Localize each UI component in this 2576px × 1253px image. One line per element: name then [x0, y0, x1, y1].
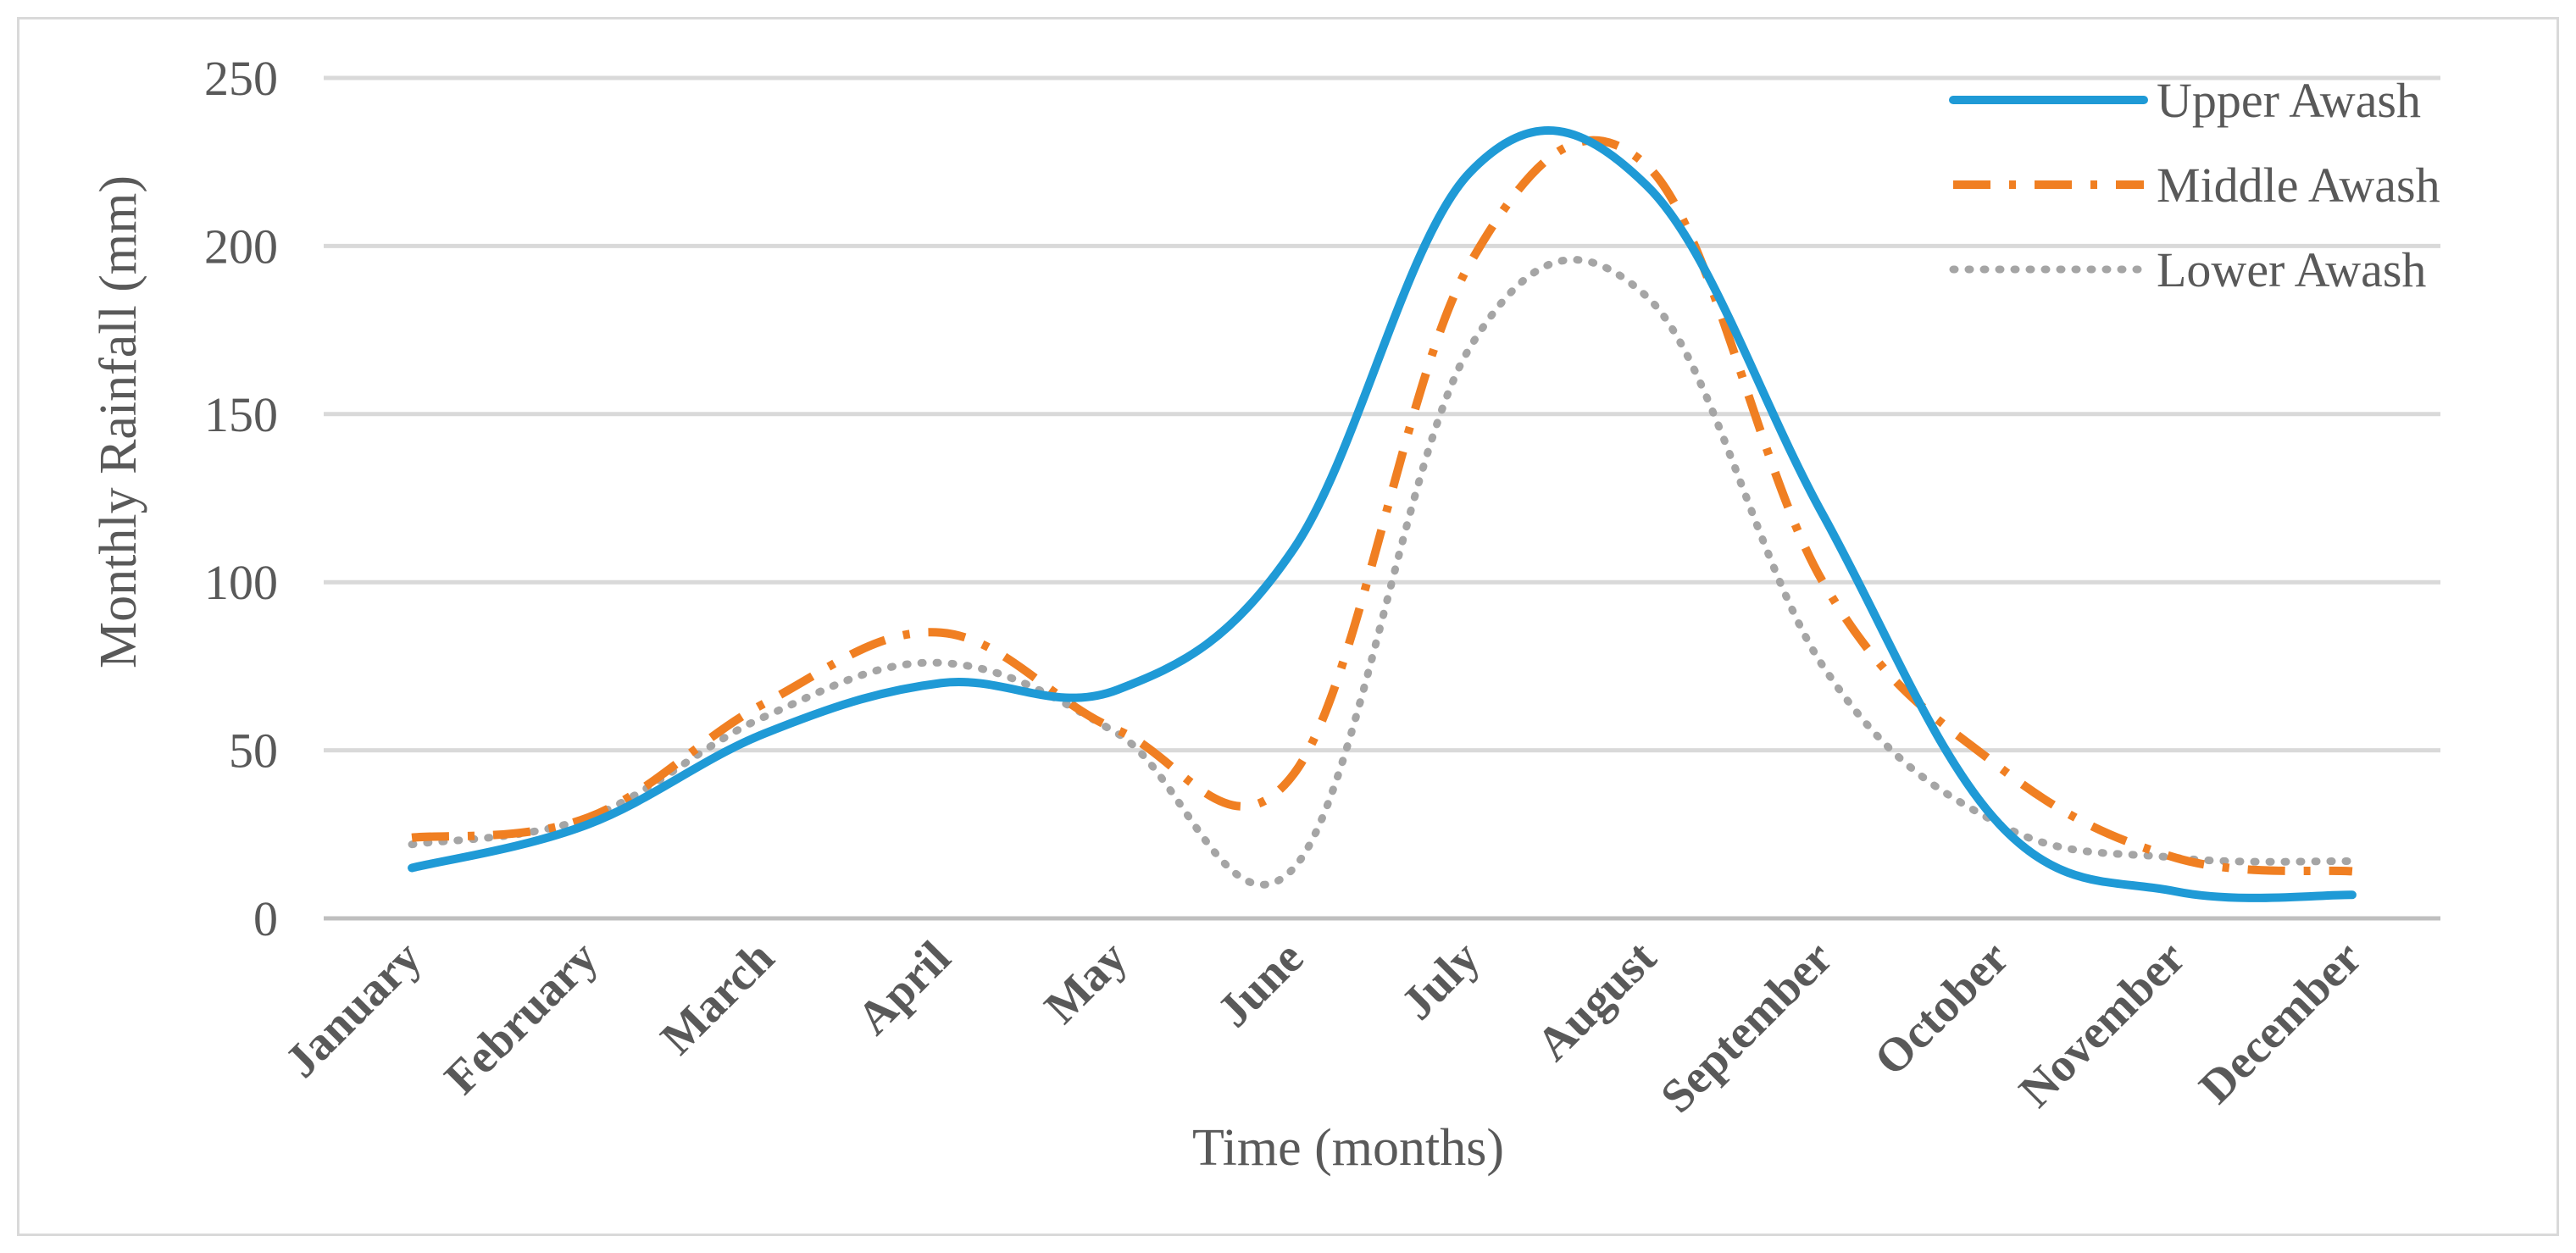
legend-label: Lower Awash: [2157, 242, 2426, 297]
y-tick-label: 250: [204, 51, 278, 106]
y-tick-label: 50: [229, 724, 278, 779]
y-tick-label: 100: [204, 555, 278, 610]
x-tick-label: March: [651, 931, 784, 1064]
x-tick-label: February: [435, 931, 608, 1104]
x-tick-label: October: [1864, 931, 2018, 1085]
x-tick-label: December: [2190, 931, 2372, 1113]
x-tick-label: January: [275, 931, 432, 1088]
x-tick-label: July: [1391, 931, 1490, 1029]
x-axis-title: Time (months): [1192, 1119, 1504, 1177]
x-tick-label: August: [1527, 931, 1667, 1071]
chart-frame: [17, 17, 2559, 1236]
x-tick-label: June: [1208, 931, 1313, 1037]
x-tick-label: April: [847, 931, 961, 1045]
series-lines: [408, 126, 2357, 902]
series-line-upper-awash: [408, 126, 2357, 902]
x-axis-ticks: January February March April May June July Augu…: [275, 931, 2372, 1123]
legend-label: Middle Awash: [2157, 158, 2440, 213]
legend-label: Upper Awash: [2157, 73, 2421, 128]
y-tick-label: 150: [204, 387, 278, 442]
y-axis-title: Monthly Rainfall (mm): [90, 175, 147, 668]
gridlines: [324, 75, 2440, 921]
y-axis-ticks: 0 50 100 150 200 250: [204, 51, 278, 946]
legend: Upper Awash Middle Awash Lower Awash: [1949, 73, 2440, 297]
y-tick-label: 200: [204, 219, 278, 274]
y-tick-label: 0: [253, 891, 278, 946]
series-line-lower-awash: [408, 256, 2357, 889]
x-tick-label: September: [1651, 931, 1842, 1123]
x-tick-label: November: [2009, 931, 2196, 1117]
x-tick-label: May: [1035, 931, 1137, 1034]
